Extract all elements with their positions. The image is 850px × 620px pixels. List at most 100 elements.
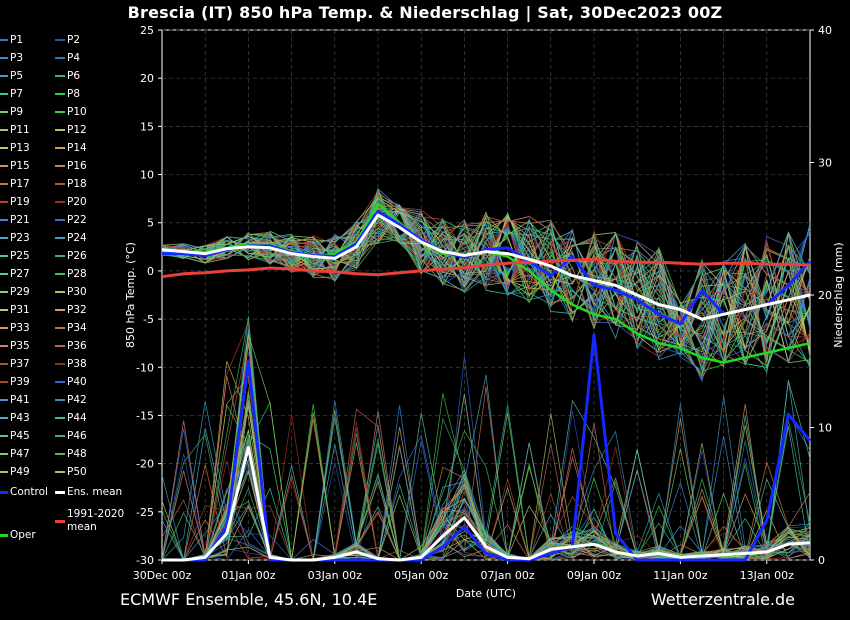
legend-swatch — [55, 345, 65, 347]
y-tick-label: -30 — [136, 554, 154, 567]
legend-item-p34: P34 — [55, 321, 87, 335]
member-temp-line — [161, 208, 811, 344]
legend-swatch — [0, 291, 8, 293]
x-tick-label: 11Jan 00z — [653, 569, 707, 582]
highlight-series — [161, 202, 812, 562]
legend-item-p47: P47 — [0, 447, 30, 461]
member-temp-line — [161, 210, 811, 351]
legend-swatch — [55, 399, 65, 401]
legend-item-p49: P49 — [0, 465, 30, 479]
legend-label: P25 — [10, 250, 30, 262]
legend-item-p13: P13 — [0, 141, 30, 155]
y-tick-label: -10 — [136, 361, 154, 374]
x-tick-label: 05Jan 00z — [394, 569, 448, 582]
x-tick-label: 07Jan 00z — [480, 569, 534, 582]
legend-item-p43: P43 — [0, 411, 30, 425]
legend-swatch — [55, 57, 65, 59]
legend-label: P24 — [67, 232, 87, 244]
legend-label: P45 — [10, 430, 30, 442]
legend-swatch — [55, 93, 65, 95]
legend-swatch — [55, 39, 65, 41]
legend-label: 1991-2020 mean — [67, 508, 125, 533]
legend-item-p8: P8 — [55, 87, 80, 101]
legend-swatch — [55, 519, 65, 523]
legend-label: P4 — [67, 52, 81, 64]
legend-swatch — [0, 471, 8, 473]
legend-item-p40: P40 — [55, 375, 87, 389]
legend-label: P2 — [67, 34, 81, 46]
legend-label: P28 — [67, 268, 87, 280]
y2-tick-label: 30 — [818, 157, 832, 170]
legend-swatch — [55, 381, 65, 383]
legend-item-p28: P28 — [55, 267, 87, 281]
legend-swatch — [55, 147, 65, 149]
ens-mean-temperature-line — [161, 213, 811, 321]
member-precip-line — [162, 334, 811, 561]
legend: P1 P2 P3 P4 P5 P6 P7 P8 P9 P10 P11 P12 P13 P14 P15 P16 P… — [0, 34, 130, 554]
legend-item-p35: P35 — [0, 339, 30, 353]
legend-swatch — [55, 363, 65, 365]
legend-swatch — [0, 129, 8, 131]
member-temp-line — [161, 211, 811, 370]
legend-item-p44: P44 — [55, 411, 87, 425]
legend-item-p37: P37 — [0, 357, 30, 371]
legend-label: P43 — [10, 412, 30, 424]
legend-swatch — [0, 327, 8, 329]
legend-label: P9 — [10, 106, 24, 118]
legend-item-p3: P3 — [0, 51, 23, 65]
legend-label: P12 — [67, 124, 87, 136]
legend-label: Oper — [10, 529, 36, 541]
x-tick-label: 09Jan 00z — [567, 569, 621, 582]
legend-label: P42 — [67, 394, 87, 406]
legend-swatch — [0, 399, 8, 401]
legend-label: P39 — [10, 376, 30, 388]
legend-item-p27: P27 — [0, 267, 30, 281]
legend-swatch — [0, 219, 8, 221]
legend-swatch — [0, 533, 8, 537]
legend-swatch — [55, 417, 65, 419]
member-temp-line — [161, 187, 811, 374]
legend-label: P50 — [67, 466, 87, 478]
legend-item-p26: P26 — [55, 249, 87, 263]
legend-label: P15 — [10, 160, 30, 172]
legend-swatch — [0, 165, 8, 167]
member-temp-line — [161, 197, 811, 347]
legend-swatch — [55, 490, 65, 494]
legend-label: P23 — [10, 232, 30, 244]
legend-swatch — [0, 453, 8, 455]
member-temp-line — [161, 198, 811, 351]
legend-item-p42: P42 — [55, 393, 87, 407]
legend-label: Ens. mean — [67, 486, 123, 498]
legend-swatch — [0, 255, 8, 257]
legend-swatch — [0, 183, 8, 185]
legend-label: P32 — [67, 304, 87, 316]
legend-label: P7 — [10, 88, 24, 100]
x-tick-label: 01Jan 00z — [221, 569, 275, 582]
legend-swatch — [55, 237, 65, 239]
legend-item-p33: P33 — [0, 321, 30, 335]
legend-item-p25: P25 — [0, 249, 30, 263]
legend-swatch — [55, 453, 65, 455]
legend-swatch — [0, 201, 8, 203]
legend-swatch — [0, 57, 8, 59]
legend-item-p30: P30 — [55, 285, 87, 299]
ens-mean-precipitation-line — [162, 445, 811, 562]
y2-tick-label: 10 — [818, 422, 832, 435]
footer-source: ECMWF Ensemble, 45.6N, 10.4E — [120, 590, 378, 609]
y-tick-label: -25 — [136, 506, 154, 519]
legend-label: P14 — [67, 142, 87, 154]
legend-label: P13 — [10, 142, 30, 154]
legend-item-p32: P32 — [55, 303, 87, 317]
legend-label: P6 — [67, 70, 81, 82]
legend-label: P29 — [10, 286, 30, 298]
legend-label: P5 — [10, 70, 24, 82]
x-tick-label: 03Jan 00z — [308, 569, 362, 582]
legend-item-p17: P17 — [0, 177, 30, 191]
member-temp-line — [161, 215, 811, 352]
legend-item-p2: P2 — [55, 33, 80, 47]
legend-item-p9: P9 — [0, 105, 23, 119]
legend-label: P35 — [10, 340, 30, 352]
y-tick-label: -5 — [143, 313, 154, 326]
legend-item-p5: P5 — [0, 69, 23, 83]
